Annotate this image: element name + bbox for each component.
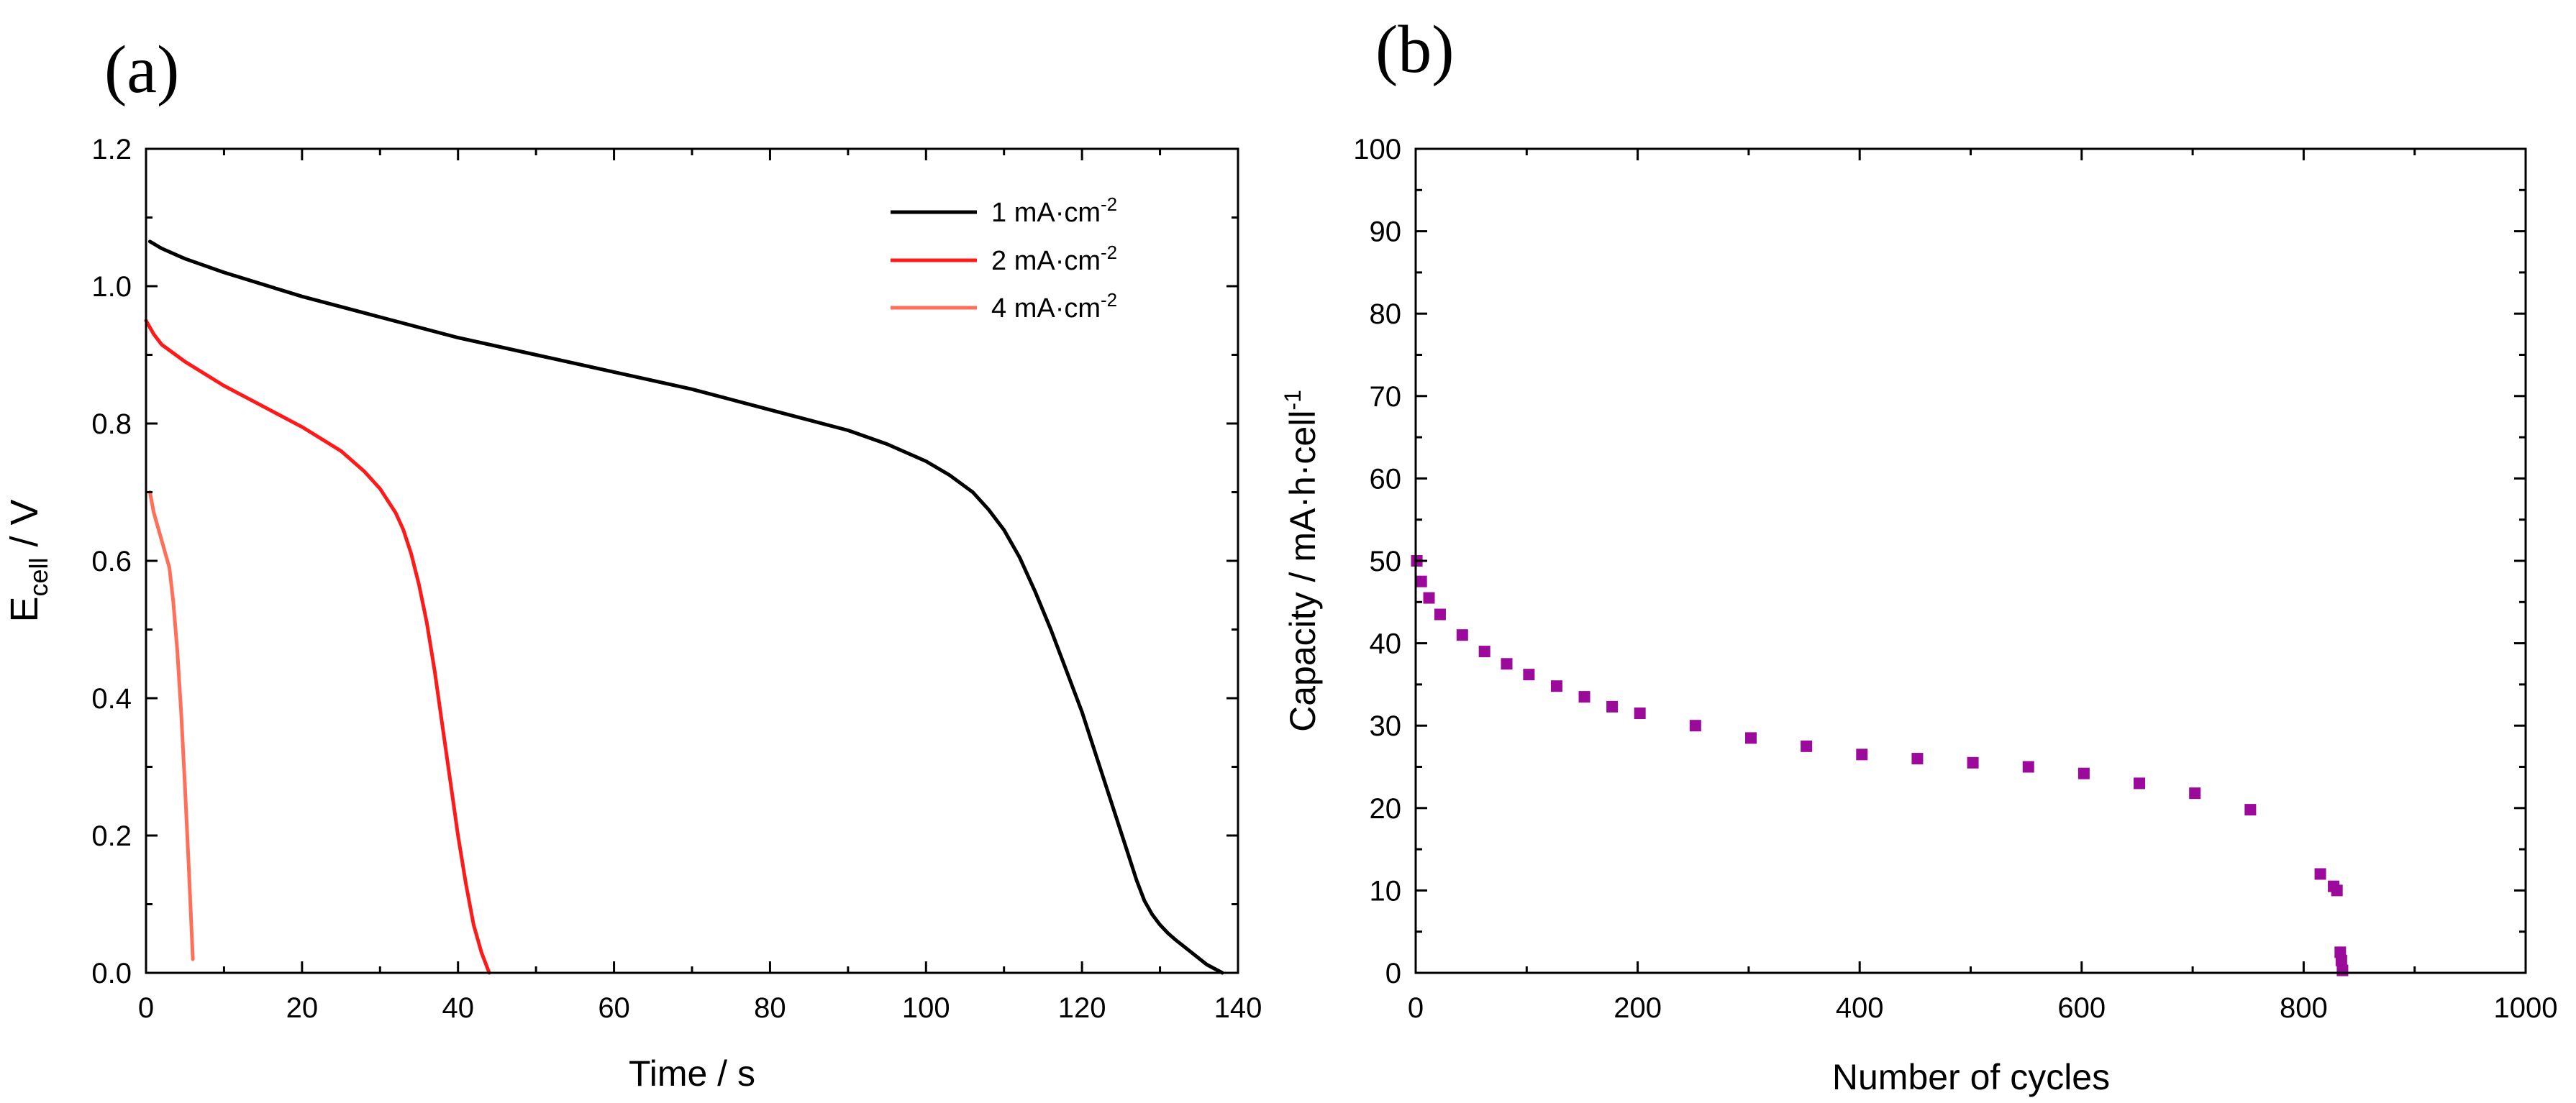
data-point [1856,749,1868,761]
data-point [2336,964,2349,976]
y-tick-label: 0.6 [91,546,132,577]
legend-label-3-text: 4 mA·cm [991,293,1101,324]
legend-label-1-text: 1 mA·cm [991,198,1101,228]
data-point [1434,608,1446,621]
y-tick-label: 80 [1370,298,1402,330]
data-point [1456,629,1468,641]
data-point [1415,575,1427,587]
x-tick-label: 200 [1614,992,1662,1024]
y-tick-label: 1.2 [91,134,132,165]
data-point [1423,592,1435,604]
legend-label-2-text: 2 mA·cm [991,246,1101,276]
x-tick-label: 0 [138,992,154,1024]
data-point [1550,680,1562,692]
x-tick-label: 100 [902,992,950,1024]
x-tick-label: 600 [2057,992,2106,1024]
legend-label-3-sup: -2 [1101,289,1117,311]
y-tick-label: 0.2 [91,820,132,852]
x-tick-label: 60 [598,992,630,1024]
y-label-main: Capacity / mA·h·cell [1283,411,1323,732]
panel-b-plot-frame [1414,147,2527,974]
legend-label-3: 4 mA·cm-2 [991,289,1117,324]
y-tick-label: 70 [1370,381,1402,413]
y-tick-label: 30 [1370,710,1402,742]
data-point [1606,700,1619,713]
data-point [1744,732,1757,744]
legend-label-1: 1 mA·cm-2 [991,193,1117,228]
panel-a: (a) 0 20 40 60 80 100 120 140 0.0 0.2 0.4 0.6 0.8 1.… [3,32,1262,1094]
x-tick-label: 800 [2280,992,2328,1024]
y-tick-label: 0 [1385,958,1401,989]
y-tick-label: 100 [1353,134,1401,165]
y-tick-label: 50 [1370,546,1402,577]
y-label-subscript: cell [24,557,53,596]
x-tick-label: 1000 [2494,992,2558,1024]
x-tick-label: 40 [442,992,474,1024]
series-line-1 [147,239,1224,975]
data-point [2244,804,2257,816]
panel-b: (b) 0 200 400 600 800 1000 0 10 20 30 40 50 60 70 80 9… [1280,12,2557,1097]
y-tick-label: 60 [1370,463,1402,495]
panel-a-label: (a) [104,32,179,107]
data-point [2335,954,2347,966]
panel-b-series [1411,555,2349,976]
panel-b-x-ticks: 0 200 400 600 800 1000 [1408,149,2558,1024]
y-tick-label: 40 [1370,628,1402,660]
legend-label-2: 2 mA·cm-2 [991,242,1117,276]
y-tick-label: 0.4 [91,683,132,715]
data-point [1801,740,1813,752]
x-tick-label: 20 [286,992,319,1024]
panel-a-series [144,239,1224,975]
panel-b-y-axis-label: Capacity / mA·h·cell-1 [1280,390,1323,732]
y-tick-label: 10 [1370,875,1402,907]
y-label-superscript: -1 [1280,390,1306,410]
panel-a-y-axis-label: Ecell / V [3,499,53,622]
y-label-main: E [3,597,46,623]
panel-a-x-axis-label: Time / s [629,1053,755,1094]
panel-a-x-ticks: 0 20 40 60 80 100 120 140 [138,149,1262,1024]
y-tick-label: 90 [1370,216,1402,248]
data-point [2077,767,2090,779]
data-point [2134,777,2146,790]
legend-label-2-sup: -2 [1101,242,1117,263]
y-label-unit: / V [3,499,46,557]
panel-a-legend: 1 mA·cm-2 2 mA·cm-2 4 mA·cm-2 [891,193,1117,324]
panel-b-x-axis-label: Number of cycles [1832,1057,2110,1097]
x-tick-label: 120 [1058,992,1106,1024]
panel-b-label: (b) [1375,12,1455,87]
x-tick-label: 80 [754,992,786,1024]
x-tick-label: 0 [1408,992,1424,1024]
panel-a-y-ticks: 0.0 0.2 0.4 0.6 0.8 1.0 1.2 [91,134,1238,989]
data-point [1501,658,1513,670]
panel-b-y-ticks: 0 10 20 30 40 50 60 70 80 90 100 [1353,134,2526,989]
y-tick-label: 1.0 [91,271,132,303]
data-point [1578,691,1590,703]
y-tick-label: 20 [1370,793,1402,825]
legend-label-1-sup: -2 [1101,193,1117,215]
data-point [1689,720,1701,732]
data-point [1478,646,1490,658]
data-point [1523,669,1535,681]
x-tick-label: 400 [1836,992,1884,1024]
data-point [2189,787,2201,800]
series-line-3 [147,490,195,961]
data-point [1911,753,1924,765]
x-tick-label: 140 [1214,992,1262,1024]
data-point [1967,756,1979,769]
data-point [2331,884,2343,897]
data-point [2022,761,2034,773]
y-tick-label: 0.0 [91,958,132,989]
data-point [2314,868,2326,880]
data-point [1634,708,1646,720]
series-line-2 [144,319,491,975]
y-tick-label: 0.8 [91,408,132,440]
